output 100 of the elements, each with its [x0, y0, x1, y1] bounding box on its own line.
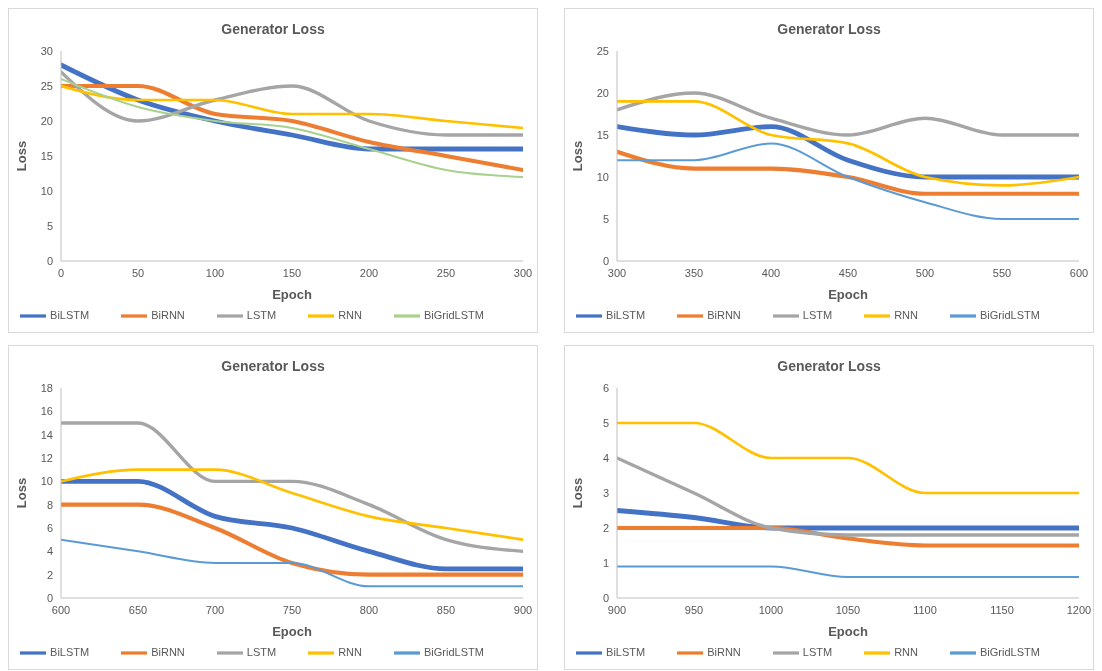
- line-series: [617, 142, 1079, 220]
- y-tick-label: 2: [602, 521, 609, 534]
- y-tick-label: 25: [596, 44, 609, 57]
- line-series: [617, 100, 1079, 187]
- line-series: [61, 84, 523, 130]
- y-tick-label: 0: [602, 254, 609, 267]
- x-tick-label: 400: [761, 266, 781, 279]
- line-series: [617, 124, 1079, 180]
- x-tick-label: 450: [838, 266, 858, 279]
- y-tick-label: 0: [602, 591, 609, 604]
- y-tick-label: 5: [46, 219, 53, 232]
- legend-label: BiLSTM: [50, 645, 90, 658]
- legend-label: BiLSTM: [50, 308, 90, 321]
- x-tick-label: 350: [684, 266, 704, 279]
- legend-label: RNN: [338, 645, 363, 658]
- legend-label: RNN: [338, 308, 363, 321]
- x-tick-label: 600: [1069, 266, 1089, 279]
- y-tick-label: 10: [40, 184, 53, 197]
- y-tick-label: 6: [46, 521, 53, 534]
- y-tick-label: 6: [602, 381, 609, 394]
- y-tick-label: 8: [46, 498, 53, 511]
- x-tick-label: 200: [359, 266, 379, 279]
- x-tick-label: 1150: [990, 603, 1014, 616]
- y-tick-label: 0: [46, 254, 53, 267]
- y-tick-label: 4: [602, 451, 609, 464]
- x-tick-label: 700: [205, 603, 225, 616]
- x-tick-label: 750: [282, 603, 302, 616]
- legend-label: BiLSTM: [606, 308, 646, 321]
- y-tick-label: 3: [602, 486, 609, 499]
- x-tick-label: 250: [436, 266, 456, 279]
- y-tick-label: 25: [40, 79, 53, 92]
- y-tick-label: 5: [602, 416, 609, 429]
- x-tick-label: 900: [513, 603, 533, 616]
- line-series: [617, 149, 1079, 196]
- legend-label: LSTM: [246, 645, 277, 658]
- legend-label: BiGridLSTM: [980, 645, 1040, 658]
- legend-label: BiGridLSTM: [424, 308, 484, 321]
- x-tick-label: 1200: [1066, 603, 1092, 616]
- x-tick-label: 100: [205, 266, 225, 279]
- x-tick-label: 300: [513, 266, 533, 279]
- line-series: [617, 456, 1079, 537]
- legend-label: BiGridLSTM: [980, 308, 1040, 321]
- y-tick-label: 4: [46, 545, 53, 558]
- y-tick-label: 18: [40, 381, 53, 394]
- y-axis-title: Loss: [569, 477, 585, 509]
- chart-title: Generator Loss: [220, 357, 326, 376]
- x-tick-label: 150: [282, 266, 302, 279]
- y-tick-label: 0: [46, 591, 53, 604]
- legend-label: LSTM: [802, 645, 833, 658]
- legend-label: LSTM: [246, 308, 277, 321]
- x-tick-label: 1050: [835, 603, 861, 616]
- line-series: [617, 91, 1079, 137]
- x-tick-label: 500: [915, 266, 935, 279]
- y-tick-label: 14: [40, 428, 53, 441]
- x-tick-label: 0: [57, 266, 65, 279]
- x-axis-title: Epoch: [828, 287, 868, 302]
- x-tick-label: 650: [128, 603, 148, 616]
- y-tick-label: 20: [596, 86, 609, 99]
- legend-label: BiRNN: [707, 645, 741, 658]
- x-axis-title: Epoch: [272, 287, 312, 302]
- y-tick-label: 1: [602, 556, 609, 569]
- chart-title: Generator Loss: [776, 357, 882, 376]
- line-series: [61, 478, 523, 572]
- y-axis-title: Loss: [13, 140, 29, 172]
- y-tick-label: 30: [40, 44, 53, 57]
- legend-label: BiGridLSTM: [424, 645, 484, 658]
- x-tick-label: 550: [992, 266, 1012, 279]
- y-tick-label: 20: [40, 114, 53, 127]
- line-series: [61, 70, 523, 137]
- y-axis-title: Loss: [569, 140, 585, 172]
- y-tick-label: 16: [40, 405, 53, 418]
- x-tick-label: 850: [436, 603, 456, 616]
- x-tick-label: 600: [51, 603, 71, 616]
- line-series: [61, 502, 523, 577]
- y-tick-label: 10: [596, 170, 609, 183]
- legend-label: BiRNN: [707, 308, 741, 321]
- x-tick-label: 300: [607, 266, 627, 279]
- legend-label: BiRNN: [151, 645, 185, 658]
- y-tick-label: 2: [46, 568, 53, 581]
- legend-label: BiLSTM: [606, 645, 646, 658]
- y-tick-label: 12: [40, 451, 53, 464]
- x-tick-label: 950: [684, 603, 704, 616]
- x-tick-label: 50: [131, 266, 145, 279]
- x-tick-label: 1000: [758, 603, 784, 616]
- x-tick-label: 900: [607, 603, 627, 616]
- line-series: [61, 468, 523, 542]
- line-series: [61, 538, 523, 588]
- x-axis-title: Epoch: [828, 624, 868, 639]
- legend-label: RNN: [894, 308, 919, 321]
- legend-label: RNN: [894, 645, 919, 658]
- x-tick-label: 1100: [913, 603, 937, 616]
- line-series: [61, 421, 523, 554]
- legend-label: LSTM: [802, 308, 833, 321]
- x-tick-label: 800: [359, 603, 379, 616]
- legend-label: BiRNN: [151, 308, 185, 321]
- chart-title: Generator Loss: [220, 20, 326, 39]
- x-axis-title: Epoch: [272, 624, 312, 639]
- y-axis-title: Loss: [13, 477, 29, 509]
- y-tick-label: 5: [602, 212, 609, 225]
- y-tick-label: 10: [40, 475, 53, 488]
